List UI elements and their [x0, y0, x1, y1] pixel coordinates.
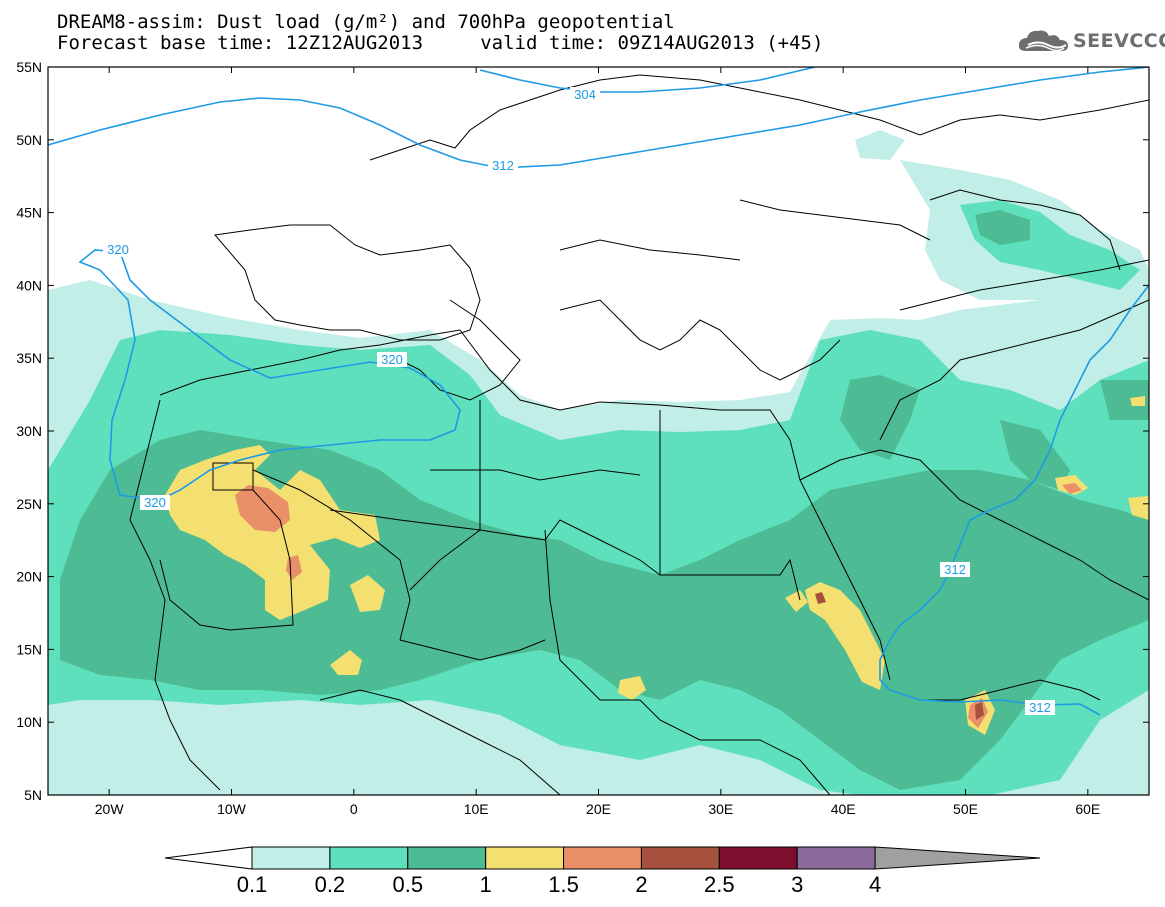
- dust-level-2: [975, 702, 984, 720]
- lat-label: 25N: [16, 496, 42, 512]
- contour-label: 312: [492, 158, 514, 173]
- dust-level-1: [805, 582, 885, 690]
- contour-label: 312: [944, 562, 966, 577]
- contour-label: 312: [1029, 700, 1051, 715]
- dust-level-1: [330, 650, 362, 675]
- contour-labels: 304 312 320 320 320 312 312: [103, 87, 1055, 715]
- contour-304: [479, 67, 816, 93]
- latitude-axis: 55N 50N 45N 40N 35N 30N 25N 20N 15N 10N 5N: [16, 59, 1149, 803]
- contour-label: 320: [381, 352, 403, 367]
- lon-label: 10E: [464, 801, 489, 817]
- lat-label: 35N: [16, 350, 42, 366]
- country-borders: [129, 74, 1149, 795]
- colorbar-swatch: [251, 846, 331, 870]
- colorbar-swatch: [563, 846, 642, 870]
- colorbar-label: 0.2: [315, 872, 346, 897]
- lat-label: 15N: [16, 641, 42, 657]
- lat-label: 40N: [16, 277, 42, 293]
- longitude-axis: 20W 10W 0 10E 20E 30E 40E 50E 60E: [95, 67, 1100, 817]
- colorbar-swatch: [718, 846, 798, 870]
- lat-label: 10N: [16, 714, 42, 730]
- dust-level-0.5: [1100, 380, 1149, 420]
- dust-level-1.5: [235, 485, 290, 532]
- contour-label: 320: [107, 242, 129, 257]
- lon-label: 0: [350, 801, 358, 817]
- seevccc-logo: SEEVCCC: [1018, 26, 1165, 56]
- colorbar-label: 0.5: [392, 872, 423, 897]
- colorbar-over-arrow: [874, 846, 1041, 870]
- lon-label: 30E: [708, 801, 733, 817]
- colorbar-label: 2: [635, 872, 647, 897]
- colorbar-swatch: [407, 846, 487, 870]
- dust-level-2: [815, 592, 826, 604]
- colorbar-label: 1.5: [548, 872, 579, 897]
- colorbar-label: 2.5: [704, 872, 735, 897]
- dust-level-1.5: [1062, 483, 1082, 494]
- lat-label: 20N: [16, 569, 42, 585]
- lon-label: 20W: [95, 801, 125, 817]
- dust-level-0.5: [1000, 420, 1070, 490]
- lon-label: 40E: [831, 801, 856, 817]
- lat-label: 45N: [16, 205, 42, 221]
- lon-label: 50E: [953, 801, 978, 817]
- lat-label: 50N: [16, 132, 42, 148]
- colorbar-labels: 0.1 0.2 0.5 1 1.5 2 2.5 3 4: [237, 872, 882, 897]
- contour-label: 304: [574, 87, 596, 102]
- dust-level-1: [618, 676, 646, 700]
- dust-level-0.5: [975, 210, 1030, 245]
- dust-level-1: [785, 590, 808, 612]
- contour-312-north: [48, 67, 1149, 169]
- dust-level-0.5: [840, 375, 920, 460]
- logo-text: SEEVCCC: [1073, 30, 1165, 52]
- colorbar-swatch: [796, 846, 876, 870]
- lon-label: 10W: [217, 801, 247, 817]
- contour-label: 320: [144, 495, 166, 510]
- forecast-time-subtitle: Forecast base time: 12Z12AUG2013 valid t…: [57, 32, 824, 54]
- colorbar-label: 0.1: [237, 872, 268, 897]
- dust-level-1: [350, 575, 385, 612]
- colorbar-swatch: [329, 846, 409, 870]
- colorbar-legend: 0.1 0.2 0.5 1 1.5 2 2.5 3 4: [164, 846, 1041, 897]
- colorbar-label: 1: [480, 872, 492, 897]
- dust-level-0.1: [855, 130, 905, 160]
- dust-level-1: [165, 445, 380, 620]
- contour-320-mid: [119, 251, 461, 501]
- map-title: DREAM8-assim: Dust load (g/m²) and 700hP…: [57, 11, 675, 33]
- colorbar-label: 4: [869, 872, 881, 897]
- colorbar-swatches: [164, 846, 1041, 870]
- colorbar-swatch: [640, 846, 720, 870]
- dust-level-1: [1130, 396, 1145, 406]
- colorbar-under-arrow: [164, 846, 253, 870]
- lat-label: 5N: [24, 787, 42, 803]
- contour-320: [78, 249, 156, 501]
- cloud-logo-icon: [1018, 30, 1068, 52]
- colorbar-label: 3: [791, 872, 803, 897]
- lat-label: 30N: [16, 423, 42, 439]
- lon-label: 20E: [586, 801, 611, 817]
- dust-level-1: [1128, 496, 1149, 520]
- colorbar-swatch: [485, 846, 565, 870]
- lat-label: 55N: [16, 59, 42, 75]
- lon-label: 60E: [1075, 801, 1100, 817]
